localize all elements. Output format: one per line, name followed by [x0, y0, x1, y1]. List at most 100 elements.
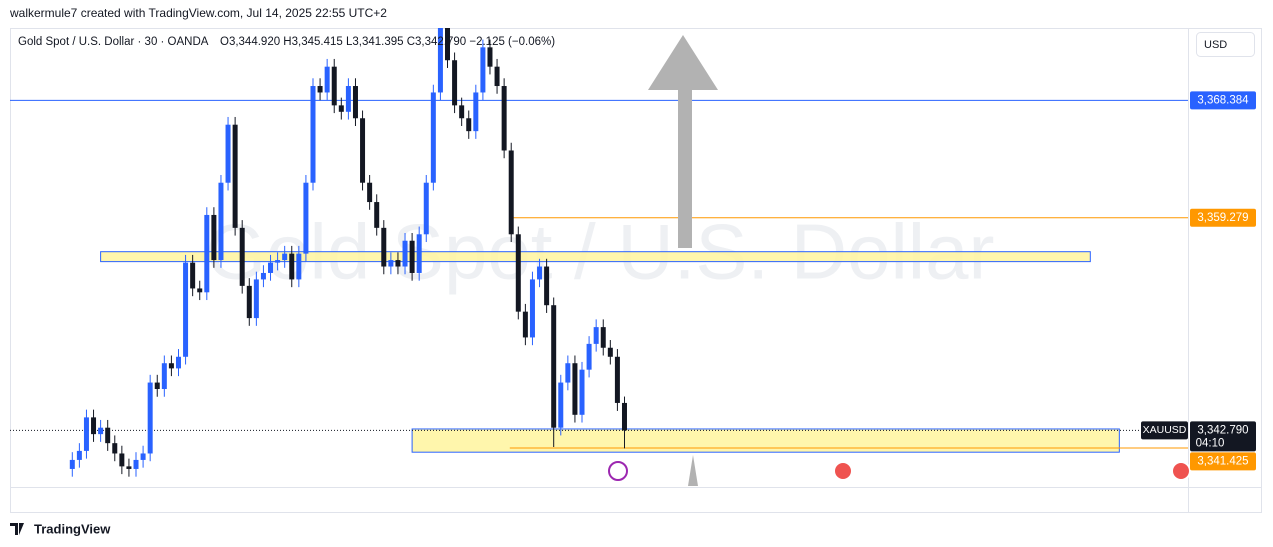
candle-body	[253, 279, 259, 319]
candle-body	[494, 66, 500, 87]
candle-body	[331, 66, 337, 106]
candle-body	[508, 150, 514, 235]
candle-body	[112, 443, 118, 454]
candle-body	[381, 227, 387, 267]
candle-body	[409, 240, 415, 273]
candle-body	[600, 327, 606, 348]
candle-body	[289, 253, 295, 280]
candle-body	[437, 28, 443, 93]
candle-body	[423, 182, 429, 235]
last-price-label: 3,342.790	[1197, 424, 1248, 436]
candle-body	[225, 124, 231, 183]
candle-body	[197, 288, 203, 293]
zone	[411, 428, 1120, 453]
event-icon[interactable]	[608, 461, 628, 481]
candle-body	[537, 266, 543, 280]
symbol-tag	[1141, 421, 1188, 440]
zone	[100, 251, 1091, 263]
candle-body	[83, 417, 89, 451]
logo	[10, 523, 24, 535]
candle-body	[402, 240, 408, 267]
price-tag-label: 3,359.279	[1197, 212, 1248, 224]
candle-body	[593, 327, 599, 344]
candle-body	[133, 459, 139, 469]
candle-body	[338, 105, 344, 112]
price-tags: 3,368.384 3,359.279 3,341.425 XAUUSD 3,342.7…	[1141, 91, 1256, 471]
credit: walkermule7 created with TradingView.com…	[9, 6, 387, 20]
candle-body	[98, 427, 104, 435]
candle-body	[367, 182, 373, 203]
candle-body	[183, 262, 189, 357]
candle-body	[416, 234, 422, 273]
candle-body	[119, 453, 125, 467]
currency-button[interactable]	[1196, 32, 1255, 57]
candle-body	[621, 402, 627, 431]
candles	[69, 28, 627, 477]
candle-body	[487, 47, 493, 67]
candle-body	[147, 382, 153, 454]
candle-body	[345, 86, 351, 112]
candle-body	[275, 260, 281, 263]
candle-body	[140, 453, 146, 460]
candle-body	[529, 279, 535, 338]
candle-body	[324, 66, 330, 93]
candle-body	[239, 227, 245, 286]
candle-body	[69, 459, 75, 469]
candle-body	[614, 356, 620, 403]
candle-body	[296, 253, 302, 280]
candle-body	[445, 28, 451, 61]
candle-body	[303, 182, 309, 254]
candle-body	[515, 234, 521, 312]
candle-body	[154, 382, 160, 390]
candle-body	[126, 466, 132, 469]
last-price-tag	[1190, 421, 1256, 452]
candle-body	[190, 262, 196, 289]
candle-body	[551, 305, 557, 428]
candle-body	[317, 86, 323, 93]
countdown: 04:10	[1196, 437, 1225, 449]
price-tag-label: 3,368.384	[1197, 94, 1249, 106]
candle-body	[352, 86, 358, 119]
candle-body	[360, 118, 366, 183]
candle-body	[105, 427, 111, 444]
candle-body	[459, 105, 465, 119]
candle-body	[388, 260, 394, 267]
candle-body	[586, 343, 592, 370]
currency-label[interactable]: USD	[1204, 39, 1227, 51]
candle-body	[501, 86, 507, 151]
candle-body	[175, 356, 181, 369]
candle-body	[607, 347, 613, 357]
arrow-head	[688, 455, 698, 486]
candle-body	[232, 124, 238, 228]
candle-body	[218, 182, 224, 261]
footer-brand: TradingView	[34, 521, 111, 536]
candle-body	[452, 60, 458, 106]
candle-body	[76, 450, 82, 460]
price-tag	[1190, 208, 1256, 227]
candle-body	[430, 92, 436, 183]
candle-body	[466, 118, 472, 132]
price-tag-label: 3,341.425	[1197, 455, 1248, 467]
event-icon[interactable]	[833, 461, 853, 481]
ohlc-legend: O3,344.920 H3,345.415 L3,341.395 C3,342.…	[220, 36, 555, 48]
candle-body	[473, 92, 479, 132]
candle-body	[522, 311, 528, 338]
overlays	[10, 99, 1188, 453]
candle-body	[544, 266, 550, 306]
symbol-title: Gold Spot / U.S. Dollar · 30 · OANDA	[18, 36, 209, 48]
candle-body	[211, 214, 217, 261]
candle-body	[246, 285, 252, 319]
candle-body	[282, 253, 288, 261]
candle-body	[565, 363, 571, 383]
event-icon[interactable]	[1171, 461, 1191, 481]
candle-body	[168, 363, 174, 369]
candle-body	[480, 47, 486, 93]
price-tag	[1190, 91, 1256, 110]
candle-body	[161, 363, 167, 390]
candle-body	[260, 272, 266, 280]
symbol-tag-label: XAUUSD	[1143, 424, 1187, 436]
candle-body	[579, 369, 585, 415]
up-arrow	[648, 35, 718, 248]
